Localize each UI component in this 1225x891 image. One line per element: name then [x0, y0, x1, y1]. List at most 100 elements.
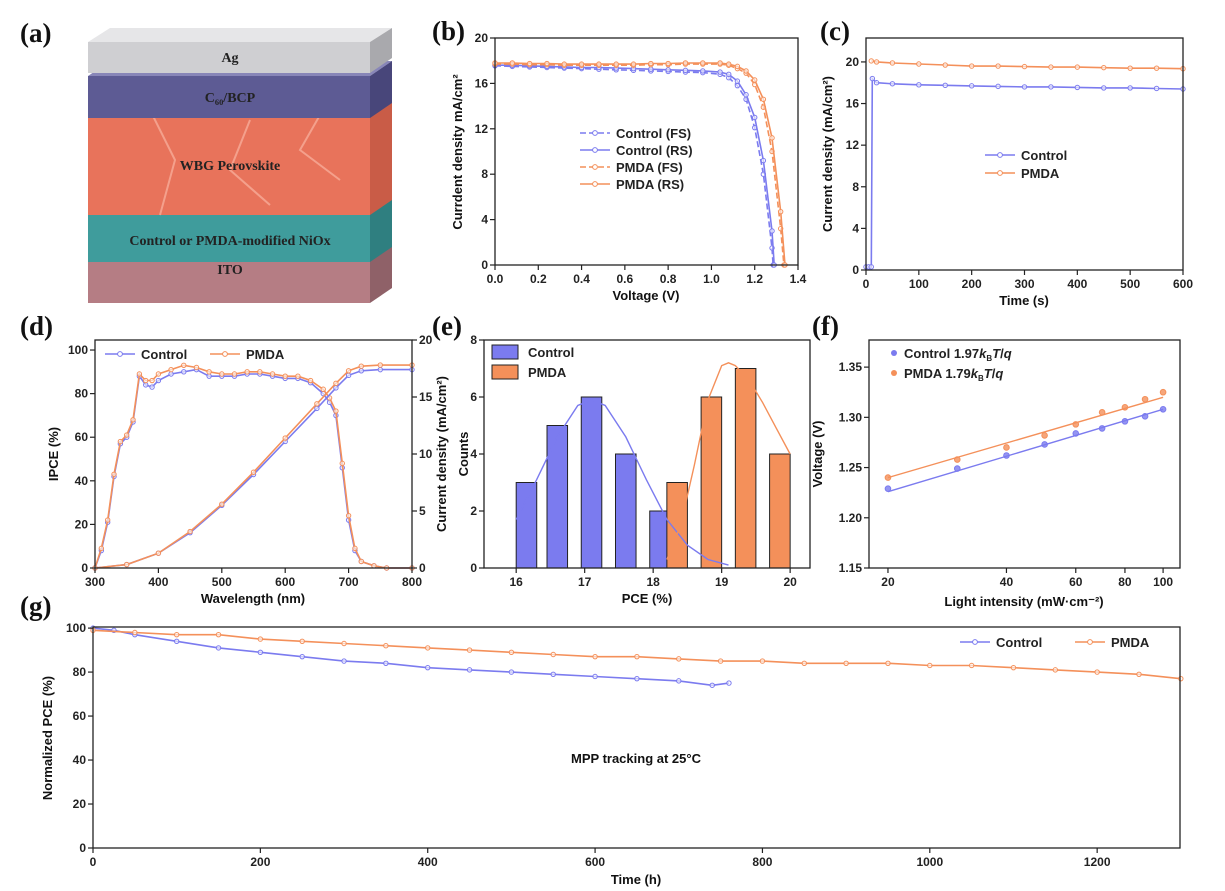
legend: Control PMDA: [985, 148, 1067, 181]
bar: [515, 482, 538, 569]
data-point: [885, 660, 891, 666]
data-point: [466, 667, 473, 673]
data-point: [124, 432, 130, 438]
legend-marker: [997, 170, 1003, 176]
data-point: [743, 68, 749, 74]
data-point: [648, 66, 654, 72]
x-tick-label: 0: [863, 277, 870, 291]
bar: [769, 453, 791, 569]
y-tick-label: 1.15: [839, 561, 863, 575]
data-point: [968, 83, 975, 89]
legend-marker: [592, 147, 598, 153]
y-tick-label: 40: [73, 753, 87, 767]
data-point: [333, 408, 339, 414]
data-point: [377, 362, 383, 368]
legend: Control (FS) Control (RS) PMDA (FS) PMDA (R…: [580, 126, 693, 192]
data-point: [1094, 669, 1100, 675]
series-line: [871, 60, 1184, 70]
data-point: [561, 61, 567, 67]
x-tick-label: 60: [1069, 575, 1083, 589]
data-point: [508, 669, 515, 675]
x-tick-label: 0.8: [660, 272, 677, 286]
data-point: [648, 60, 654, 67]
data-point: [1041, 432, 1048, 439]
data-point: [550, 671, 556, 677]
y-tick-label: 0: [852, 263, 859, 277]
x-tick-label: 80: [1118, 575, 1132, 589]
layer-ag-face: [88, 42, 370, 73]
x-axis-label: Voltage (V): [613, 288, 680, 303]
layer-label: WBG Perovskite: [180, 159, 280, 174]
y-tick-label: 16: [475, 76, 489, 90]
legend: Control PMDA: [491, 344, 574, 380]
data-point: [676, 678, 682, 684]
data-point: [193, 364, 200, 371]
data-point: [173, 631, 180, 638]
data-point: [333, 380, 339, 387]
x-tick-label: 800: [402, 575, 422, 589]
legend-item: PMDA: [985, 166, 1060, 181]
data-point: [1010, 664, 1017, 671]
x-axis-label: PCE (%): [622, 591, 673, 606]
data-point: [734, 63, 741, 70]
data-point: [1159, 388, 1167, 396]
y-tick-label: 0: [481, 258, 488, 272]
legend-label: Control: [996, 635, 1042, 650]
data-point: [282, 373, 288, 379]
data-point: [942, 62, 948, 68]
legend-marker: [891, 350, 897, 356]
data-point: [1127, 65, 1133, 71]
data-point: [149, 384, 155, 390]
y-tick-label: 60: [73, 709, 87, 723]
data-point: [682, 67, 689, 74]
x-tick-label: 200: [962, 277, 982, 291]
data-point: [377, 366, 383, 373]
data-point: [634, 675, 640, 682]
data-point: [155, 371, 162, 377]
series-line: [94, 364, 412, 569]
layer-label: Ag: [221, 51, 238, 66]
fit-line: [666, 362, 791, 560]
data-point: [550, 651, 556, 658]
y-tick-label: 4: [481, 213, 488, 227]
data-point: [132, 629, 138, 636]
data-point: [743, 92, 749, 98]
panel-label: (g): [20, 591, 51, 621]
data-point: [257, 649, 264, 655]
y-tick-label: 40: [75, 474, 89, 488]
data-point: [760, 96, 767, 102]
data-point: [1052, 667, 1059, 673]
legend-item: Control 1.97kBT/q: [891, 346, 1012, 363]
x-tick-label: 600: [1173, 277, 1193, 291]
data-point: [634, 653, 640, 660]
bar: [614, 453, 637, 569]
data-point: [873, 80, 880, 86]
legend-item: Control (RS): [580, 143, 693, 158]
data-point: [630, 61, 637, 67]
data-point: [155, 377, 162, 384]
series-curve-2: [515, 399, 729, 566]
chart-f: (f) 20 40 60 80 100 1.15 1.20 1.25 1.30 1.35 Light …: [810, 311, 1181, 609]
data-point: [383, 642, 389, 649]
fit-line: [887, 396, 1164, 479]
y-tick-label: 0: [79, 841, 86, 855]
legend-item: PMDA: [491, 364, 567, 380]
data-point: [1074, 64, 1081, 70]
panel-label: (e): [432, 311, 462, 341]
data-point: [592, 653, 598, 660]
data-point: [884, 474, 892, 481]
data-point: [596, 61, 602, 67]
bar: [546, 425, 569, 569]
data-point: [868, 58, 874, 64]
data-point: [173, 638, 180, 644]
data-point: [1048, 84, 1054, 90]
series-pmda: [666, 368, 791, 569]
legend-label: PMDA 1.79kBT/q: [904, 366, 1003, 383]
legend-marker: [972, 639, 978, 645]
series-curve-2: [92, 366, 415, 571]
data-point: [143, 377, 149, 384]
chart-d: (d)300 400 500 600 700 8000204060801000510152…: [20, 311, 449, 606]
legend-label: Control: [1021, 148, 1067, 163]
legend-item: PMDA 1.79kBT/q: [891, 366, 1003, 383]
legend-item: Control: [960, 635, 1042, 650]
